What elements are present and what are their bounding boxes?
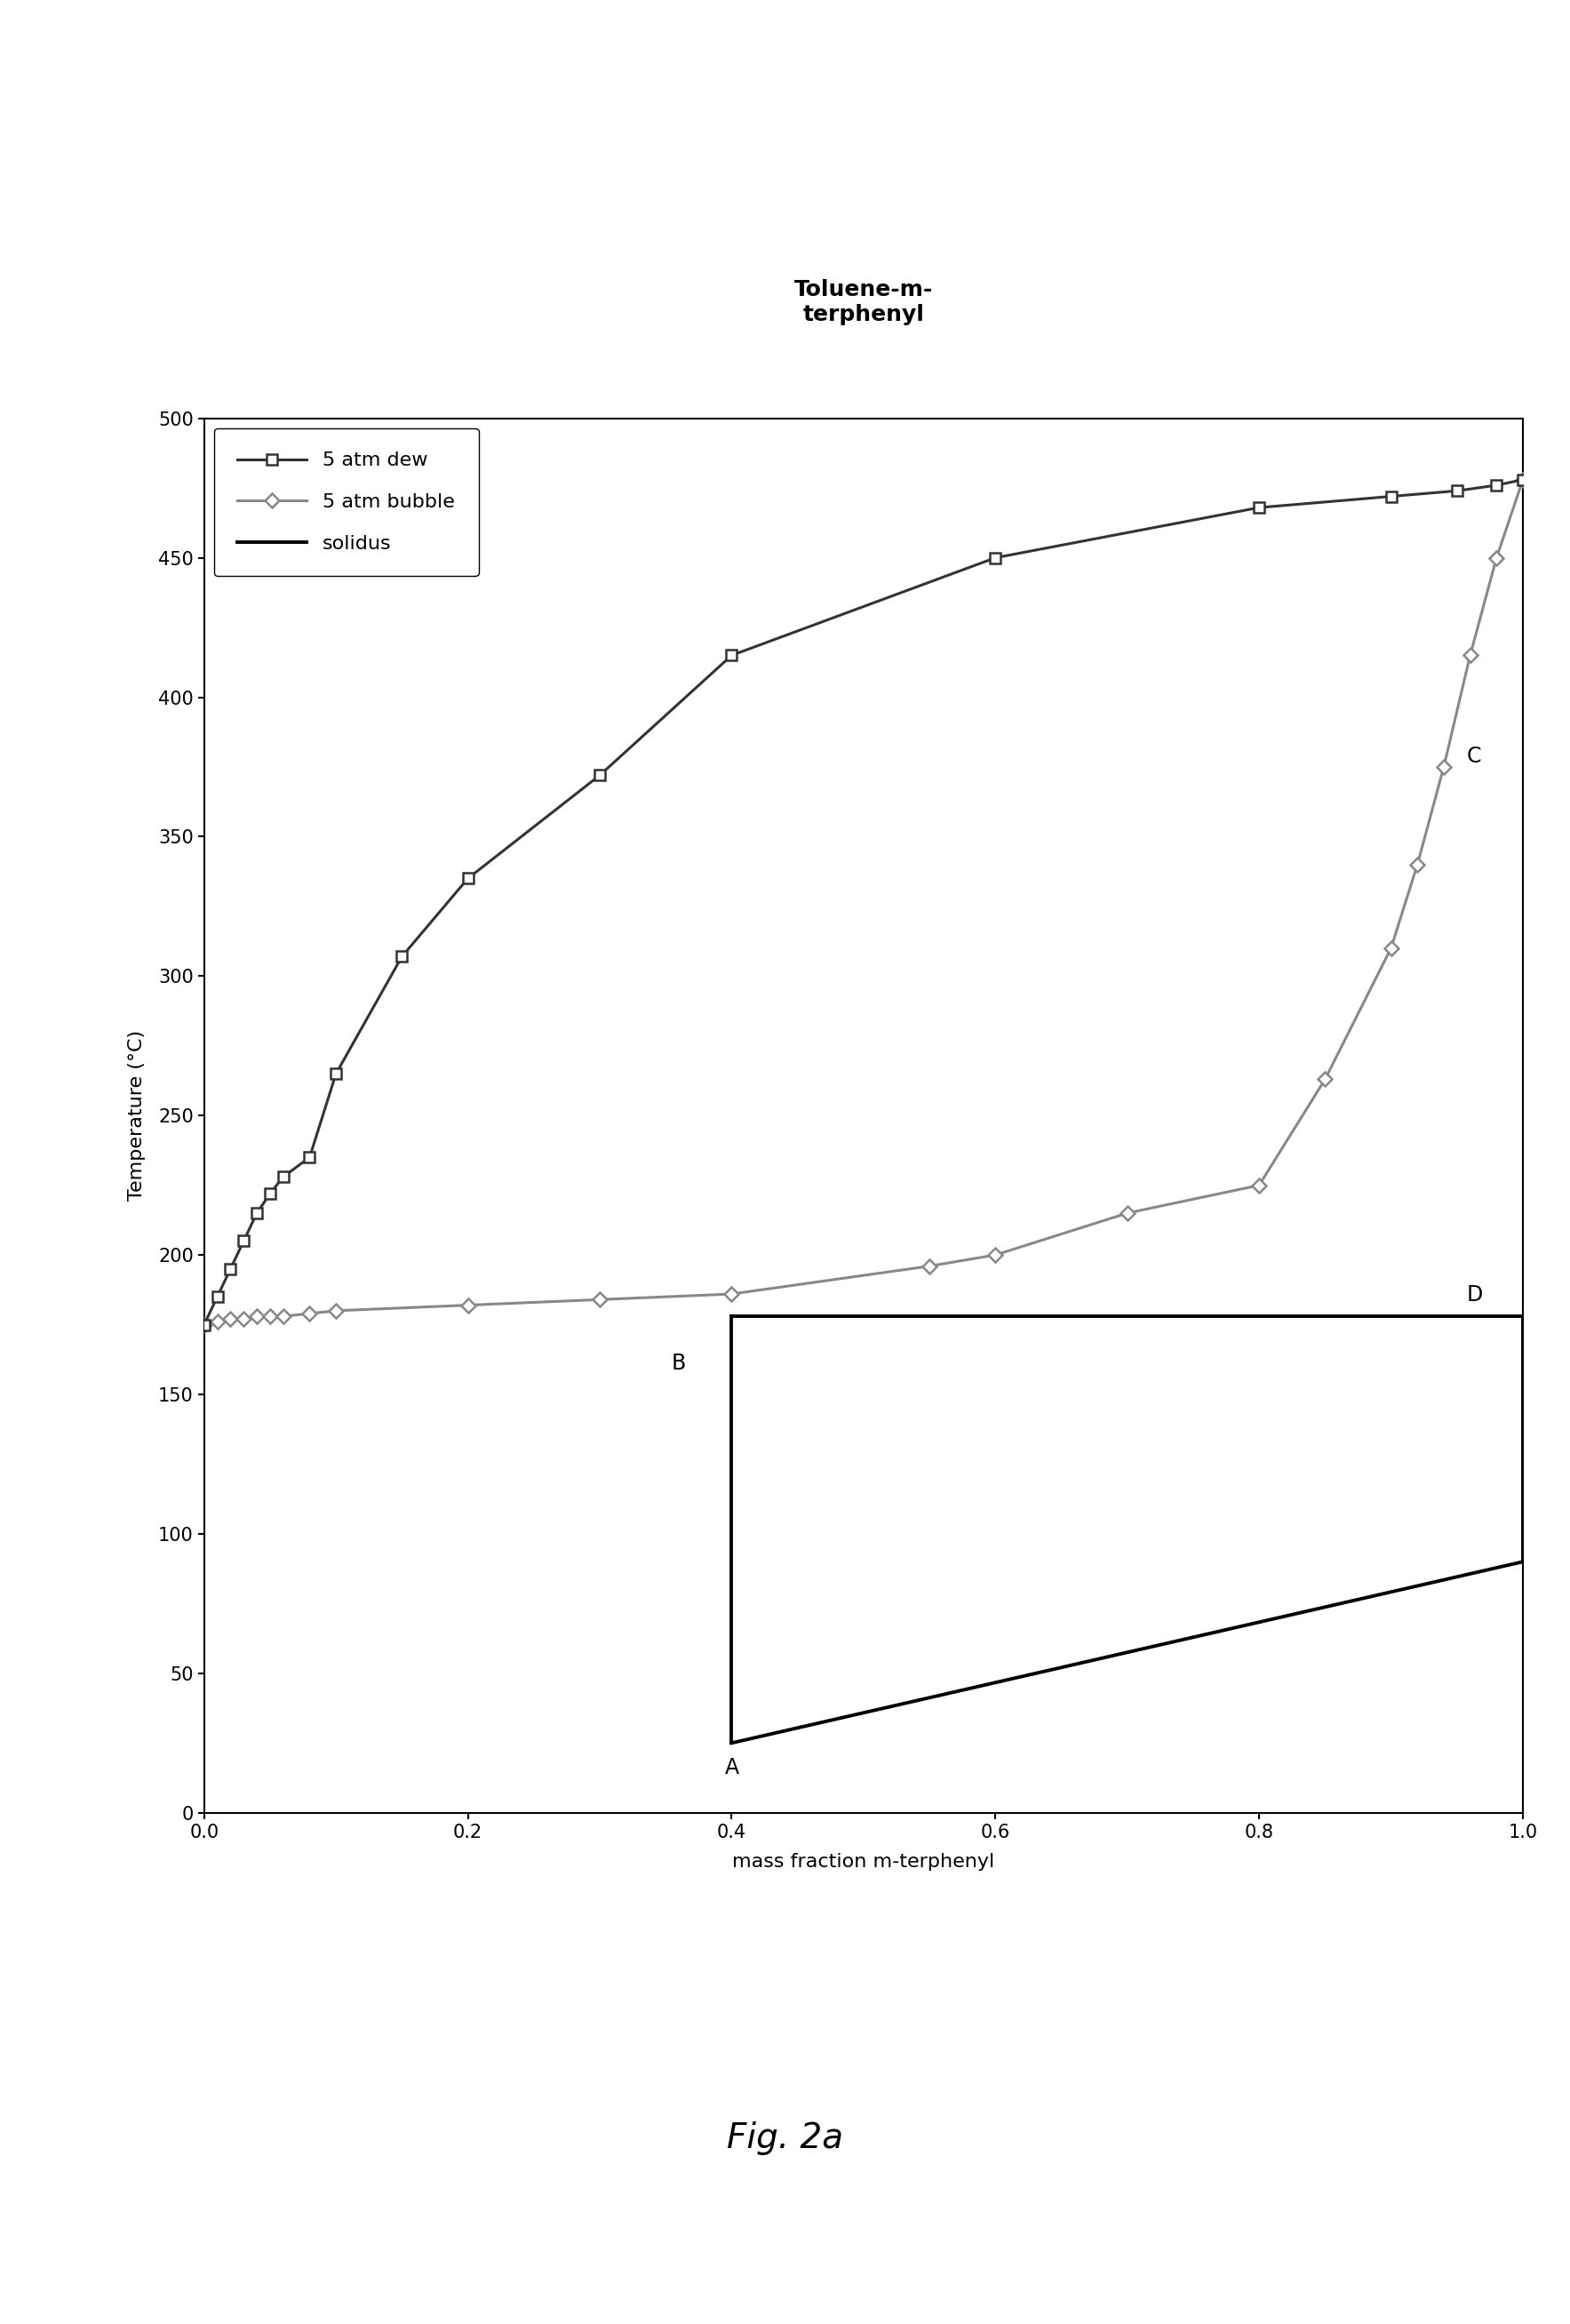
5 atm bubble	[1435, 753, 1454, 781]
5 atm dew	[300, 1143, 319, 1171]
5 atm bubble	[234, 1306, 253, 1334]
5 atm bubble	[722, 1281, 741, 1308]
5 atm bubble	[1487, 544, 1506, 572]
Legend: 5 atm dew, 5 atm bubble, solidus: 5 atm dew, 5 atm bubble, solidus	[214, 428, 479, 576]
Text: Toluene-m-
terphenyl: Toluene-m- terphenyl	[794, 279, 933, 325]
5 atm bubble	[1382, 934, 1400, 962]
5 atm bubble	[273, 1301, 292, 1329]
5 atm dew	[273, 1162, 292, 1190]
5 atm bubble	[986, 1241, 1005, 1269]
5 atm bubble	[590, 1285, 609, 1313]
5 atm dew	[392, 944, 411, 971]
5 atm dew	[1448, 476, 1466, 504]
Y-axis label: Temperature (°C): Temperature (°C)	[129, 1030, 146, 1202]
5 atm dew	[207, 1283, 226, 1311]
5 atm bubble	[1118, 1199, 1137, 1227]
5 atm bubble	[300, 1299, 319, 1327]
5 atm dew	[221, 1255, 240, 1283]
Text: Fig. 2a: Fig. 2a	[727, 2122, 843, 2154]
5 atm bubble	[1460, 641, 1479, 669]
5 atm bubble	[261, 1301, 279, 1329]
Text: D: D	[1466, 1283, 1482, 1306]
5 atm bubble	[1316, 1064, 1334, 1092]
5 atm bubble	[1408, 851, 1427, 878]
5 atm dew	[986, 544, 1005, 572]
5 atm bubble	[458, 1292, 477, 1320]
5 atm bubble	[920, 1253, 939, 1281]
5 atm bubble	[1513, 465, 1532, 493]
Text: C: C	[1466, 746, 1481, 767]
5 atm dew	[1487, 472, 1506, 500]
5 atm dew	[248, 1199, 267, 1227]
5 atm dew	[590, 762, 609, 790]
Line: 5 atm dew: 5 atm dew	[199, 474, 1528, 1329]
5 atm bubble	[195, 1311, 214, 1339]
Text: A: A	[724, 1757, 739, 1778]
5 atm dew	[327, 1060, 345, 1088]
5 atm dew	[195, 1311, 214, 1339]
5 atm bubble	[248, 1301, 267, 1329]
5 atm dew	[261, 1181, 279, 1208]
5 atm bubble	[207, 1308, 226, 1336]
5 atm dew	[1382, 483, 1400, 511]
X-axis label: mass fraction m-terphenyl: mass fraction m-terphenyl	[732, 1852, 995, 1871]
Line: 5 atm bubble: 5 atm bubble	[199, 474, 1528, 1329]
5 atm dew	[234, 1227, 253, 1255]
5 atm bubble	[221, 1306, 240, 1334]
5 atm dew	[722, 641, 741, 669]
5 atm dew	[1513, 465, 1532, 493]
5 atm dew	[458, 865, 477, 892]
5 atm bubble	[1250, 1171, 1269, 1199]
Text: B: B	[670, 1353, 686, 1373]
5 atm bubble	[327, 1297, 345, 1325]
5 atm dew	[1250, 493, 1269, 521]
